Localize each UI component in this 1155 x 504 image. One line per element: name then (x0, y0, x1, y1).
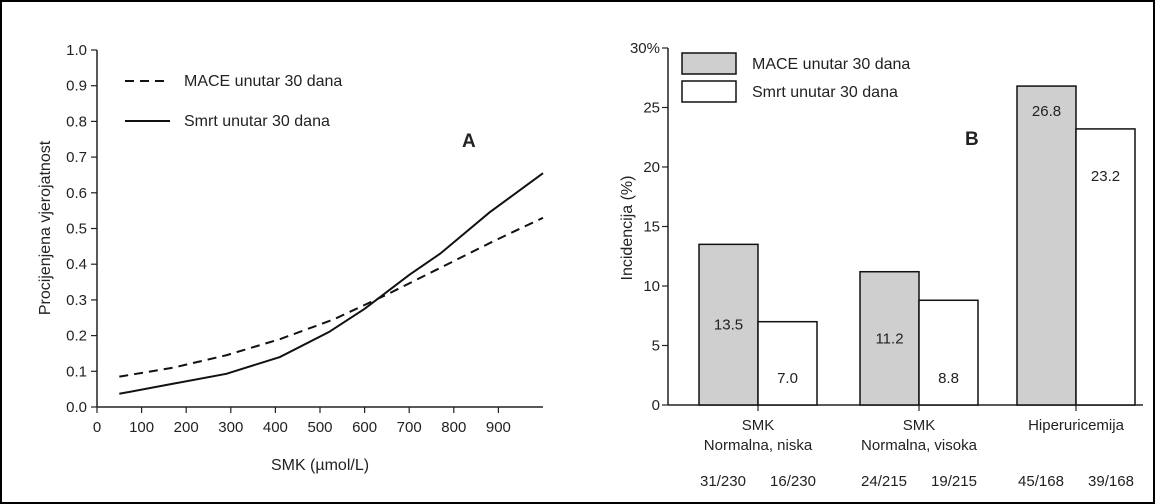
y-tick-label: 0.4 (66, 256, 87, 273)
count-label: 31/230 (700, 473, 746, 490)
legend-label: MACE unutar 30 dana (752, 56, 910, 73)
series-line-2 (119, 172, 544, 395)
category-sublabel: Normalna, visoka (861, 437, 978, 454)
x-tick-label: 800 (441, 419, 466, 436)
legend-label: MACE unutar 30 dana (184, 73, 342, 90)
category-label: SMK (903, 417, 936, 434)
y-tick-label: 15 (643, 219, 660, 236)
bar-mace (698, 243, 759, 406)
x-tick-label: 700 (397, 419, 422, 436)
y-axis-title: Incidencija (%) (619, 176, 636, 281)
x-tick-label: 300 (218, 419, 243, 436)
y-tick-label: 1.0 (66, 42, 87, 59)
count-label: 19/215 (931, 473, 977, 490)
bar-smrt (757, 320, 818, 406)
bar-value-label: 23.2 (1091, 168, 1120, 185)
y-tick-label: 0.7 (66, 149, 87, 166)
panel-label: A (462, 131, 476, 152)
x-tick-label: 200 (174, 419, 199, 436)
bar-value-label: 8.8 (938, 370, 959, 387)
legend-label: Smrt unutar 30 dana (752, 84, 898, 101)
legend-swatch (681, 52, 737, 75)
bar-value-label: 13.5 (714, 317, 743, 334)
y-axis-title: Procijenjena vjerojatnost (37, 140, 54, 315)
bar-mace (1016, 85, 1077, 406)
y-tick-label: 0 (652, 397, 660, 414)
bar-smrt (918, 299, 979, 406)
bar-value-label: 7.0 (777, 370, 798, 387)
x-tick-label: 0 (93, 419, 101, 436)
x-tick-label: 900 (486, 419, 511, 436)
panel-label: B (965, 129, 979, 150)
category-label: SMK (742, 417, 775, 434)
series-line-1 (119, 216, 544, 378)
y-tick-label: 0.3 (66, 292, 87, 309)
x-tick-label: 100 (129, 419, 154, 436)
legend-swatch (681, 80, 737, 103)
y-tick-label: 30% (630, 40, 660, 57)
bar-value-label: 26.8 (1032, 103, 1061, 120)
count-label: 45/168 (1018, 473, 1064, 490)
y-tick-label: 0.0 (66, 399, 87, 416)
y-tick-label: 0.8 (66, 113, 87, 130)
y-tick-label: 0.9 (66, 78, 87, 95)
y-tick-label: 10 (643, 278, 660, 295)
legend-label: Smrt unutar 30 dana (184, 113, 330, 130)
x-tick-label: 400 (263, 419, 288, 436)
count-label: 39/168 (1088, 473, 1134, 490)
count-label: 24/215 (861, 473, 907, 490)
y-tick-label: 20 (643, 159, 660, 176)
y-tick-label: 5 (652, 338, 660, 355)
panel-a: 0.0 0.1 0.2 0.3 0.4 0.5 0.6 0.7 0.8 0.9 1.0 0 100 200… (37, 42, 544, 474)
bar-mace (859, 270, 920, 406)
y-tick-label: 25 (643, 100, 660, 117)
count-label: 16/230 (770, 473, 816, 490)
category-label: Hiperuricemija (1028, 417, 1125, 434)
bar-smrt (1075, 128, 1136, 406)
y-tick-label: 0.2 (66, 328, 87, 345)
x-tick-label: 600 (352, 419, 377, 436)
x-axis-title: SMK (µmol/L) (271, 457, 369, 474)
panel-b: 0 5 10 15 20 25 30% Incidencija (%) 13.5 7.0 SMK No… (619, 40, 1143, 490)
y-tick-label: 0.6 (66, 185, 87, 202)
y-tick-label: 0.5 (66, 221, 87, 238)
bar-value-label: 11.2 (875, 330, 903, 347)
x-tick-label: 500 (307, 419, 332, 436)
category-sublabel: Normalna, niska (704, 437, 813, 454)
y-tick-label: 0.1 (66, 363, 87, 380)
